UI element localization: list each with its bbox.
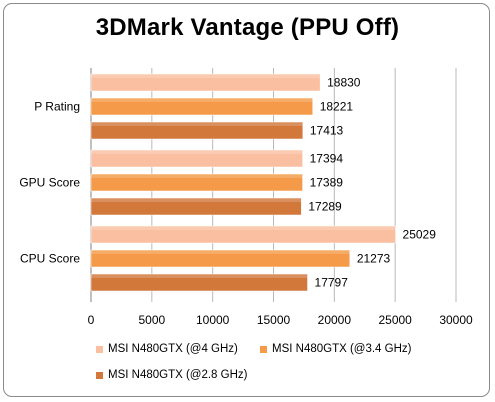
data-label: 17389 xyxy=(310,176,344,190)
category-label: CPU Score xyxy=(20,252,80,266)
bar xyxy=(90,173,303,192)
data-label: 17289 xyxy=(308,200,342,214)
legend-swatch-4ghz xyxy=(96,345,103,353)
bar-highlight xyxy=(91,198,302,202)
labels: 0 5000 10000 15000 20000 25000 30000 P Rating GP… xyxy=(19,76,473,328)
x-tick-label: 25000 xyxy=(378,313,412,327)
x-tick-label: 15000 xyxy=(257,313,291,327)
legend-item-4ghz: MSI N480GTX (@4 GHz) xyxy=(96,343,238,355)
bar-highlight xyxy=(91,250,350,254)
data-label: 17394 xyxy=(310,152,344,166)
bar xyxy=(90,121,304,140)
bar-highlight xyxy=(91,98,313,102)
legend-swatch-3-4ghz xyxy=(260,345,267,353)
x-tick-label: 10000 xyxy=(196,313,230,327)
legend-item-2-8ghz: MSI N480GTX (@2.8 GHz) xyxy=(96,369,247,381)
bar xyxy=(90,97,313,116)
bar xyxy=(90,73,321,92)
bar-highlight xyxy=(91,274,308,278)
bar xyxy=(90,273,308,292)
bar xyxy=(90,149,303,168)
bars xyxy=(90,73,396,292)
x-tick-label: 5000 xyxy=(138,313,165,327)
bar-highlight xyxy=(91,74,321,78)
bar-highlight xyxy=(91,174,303,178)
bar xyxy=(90,225,396,244)
legend-swatch-2-8ghz xyxy=(96,371,103,379)
x-tick-label: 0 xyxy=(88,313,95,327)
data-label: 21273 xyxy=(357,252,391,266)
data-label: 17413 xyxy=(310,124,344,138)
bar xyxy=(90,249,351,268)
legend-label-4ghz: MSI N480GTX (@4 GHz) xyxy=(108,343,238,355)
x-tick-label: 30000 xyxy=(439,313,473,327)
data-label: 17797 xyxy=(315,276,349,290)
bar xyxy=(90,197,302,216)
data-label: 18221 xyxy=(320,100,354,114)
legend-label-3-4ghz: MSI N480GTX (@3.4 GHz) xyxy=(272,343,412,355)
bar-highlight xyxy=(91,226,396,230)
data-label: 25029 xyxy=(403,228,437,242)
data-label: 18830 xyxy=(327,76,361,90)
bar-highlight xyxy=(91,150,303,154)
category-label: GPU Score xyxy=(19,176,80,190)
legend-label-2-8ghz: MSI N480GTX (@2.8 GHz) xyxy=(108,369,248,381)
category-label: P Rating xyxy=(34,100,80,114)
x-tick-label: 20000 xyxy=(318,313,352,327)
chart-title: 3DMark Vantage (PPU Off) xyxy=(95,14,400,41)
bar-highlight xyxy=(91,122,303,126)
legend-item-3-4ghz: MSI N480GTX (@3.4 GHz) xyxy=(260,343,411,355)
